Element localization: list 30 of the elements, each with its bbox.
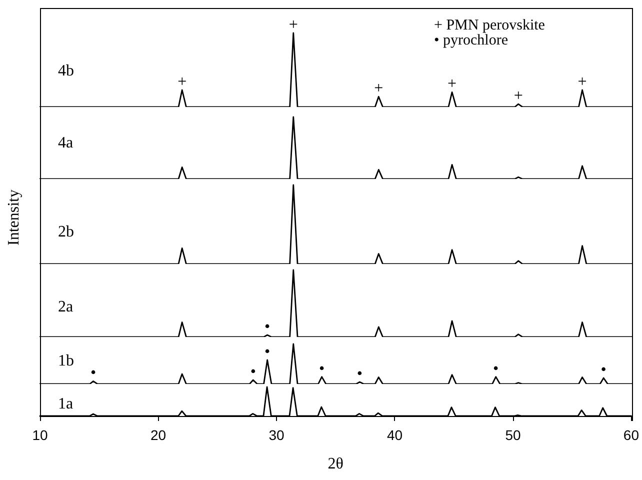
annotation: +: [374, 80, 384, 98]
annotation: +: [578, 73, 587, 90]
annotation: •: [318, 360, 325, 378]
annotation: •: [356, 366, 362, 382]
annotation: •: [600, 362, 606, 378]
series-label: 4b: [58, 62, 74, 80]
series-label: 2b: [58, 224, 74, 240]
annotation: •: [264, 318, 270, 336]
y-axis-title: Intensity: [6, 190, 22, 246]
series-label: 2a: [58, 298, 74, 316]
annotation: •: [264, 344, 270, 360]
x-tick-label: 30: [268, 427, 284, 443]
series-label: 4a: [58, 134, 74, 152]
series-label: 1b: [58, 352, 74, 370]
x-tick-label: 50: [505, 427, 521, 443]
x-tick-label: 20: [150, 427, 166, 443]
annotation: + PMN perovskite: [434, 18, 546, 34]
annotation: • pyrochlore: [434, 32, 508, 48]
annotation: •: [493, 360, 499, 378]
annotation: +: [448, 76, 457, 93]
x-axis-title: 2θ: [328, 456, 344, 472]
x-tick-label: 40: [386, 427, 403, 443]
annotation: •: [90, 364, 96, 382]
x-tick-label: 60: [623, 427, 640, 443]
annotation: •: [250, 364, 256, 380]
annotation: +: [288, 16, 298, 34]
annotation: +: [178, 73, 187, 90]
annotation: +: [514, 88, 523, 105]
x-tick-label: 10: [32, 427, 48, 443]
series-label: 1a: [58, 396, 74, 412]
